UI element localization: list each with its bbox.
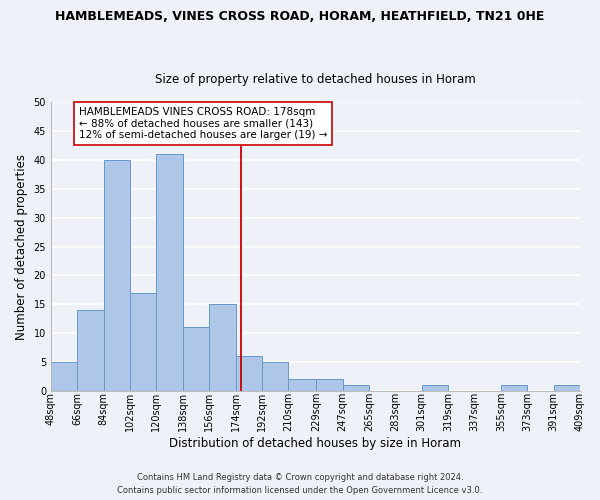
Text: Contains HM Land Registry data © Crown copyright and database right 2024.
Contai: Contains HM Land Registry data © Crown c… [118,474,482,495]
Bar [262,362,289,390]
Bar [501,385,527,390]
Bar [343,385,369,390]
Bar [183,328,209,390]
Bar [554,385,580,390]
Bar [130,292,157,390]
Bar [77,310,104,390]
Bar [422,385,448,390]
Y-axis label: Number of detached properties: Number of detached properties [15,154,28,340]
Bar [236,356,262,390]
Bar [209,304,236,390]
Bar [51,362,77,390]
Bar [289,379,316,390]
Text: HAMBLEMEADS, VINES CROSS ROAD, HORAM, HEATHFIELD, TN21 0HE: HAMBLEMEADS, VINES CROSS ROAD, HORAM, HE… [55,10,545,23]
Bar [157,154,183,390]
Title: Size of property relative to detached houses in Horam: Size of property relative to detached ho… [155,73,476,86]
Text: HAMBLEMEADS VINES CROSS ROAD: 178sqm
← 88% of detached houses are smaller (143)
: HAMBLEMEADS VINES CROSS ROAD: 178sqm ← 8… [79,107,327,140]
X-axis label: Distribution of detached houses by size in Horam: Distribution of detached houses by size … [169,437,461,450]
Bar [104,160,130,390]
Bar [316,379,343,390]
